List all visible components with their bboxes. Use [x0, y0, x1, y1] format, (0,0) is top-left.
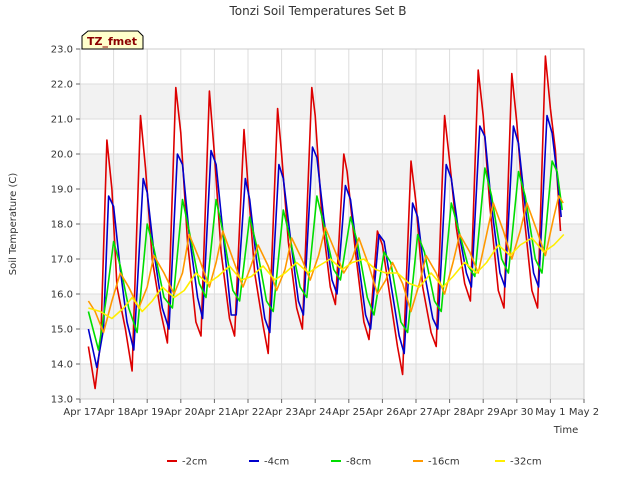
series-line-2cmcm	[87, 55, 562, 390]
x-tick-label: Apr 26	[366, 407, 399, 418]
x-tick-label: May 2	[569, 407, 599, 418]
legend-label: -2cm	[182, 457, 207, 468]
chart-title: Tonzi Soil Temperatures Set B	[229, 4, 407, 18]
series-line-16cmcm	[87, 195, 564, 334]
y-tick-label: 20.0	[51, 150, 73, 161]
series-layer	[87, 55, 565, 390]
y-tick-label: 16.0	[51, 290, 73, 301]
plot-band	[80, 294, 584, 329]
legend-label: -32cm	[510, 457, 542, 468]
x-tick-label: Apr 21	[198, 407, 231, 418]
legend: -2cm -4cm -8cm -16cm -32cm	[167, 457, 542, 468]
x-tick-label: Apr 23	[265, 407, 298, 418]
x-tick-label: Apr 24	[299, 407, 332, 418]
series-line-4cmcm	[87, 114, 562, 369]
y-tick-label: 13.0	[51, 395, 73, 406]
x-tick-label: Apr 25	[332, 407, 365, 418]
x-tick-label: Apr 27	[399, 407, 432, 418]
x-axis-title: Time	[553, 425, 578, 436]
y-tick-label: 18.0	[51, 220, 73, 231]
y-tick-label: 23.0	[51, 45, 73, 56]
x-tick-label: Apr 22	[231, 407, 264, 418]
y-tick-label: 17.0	[51, 255, 73, 266]
y-axis-ticks: 13.0 14.0 15.0 16.0 17.0 18.0 19.0 20.0 21.0 22.0…	[51, 45, 80, 406]
x-tick-label: Apr 30	[500, 407, 533, 418]
legend-label: -16cm	[428, 457, 460, 468]
y-tick-label: 21.0	[51, 115, 73, 126]
x-tick-label: Apr 20	[164, 407, 197, 418]
x-tick-label: Apr 29	[467, 407, 500, 418]
plot-band	[80, 84, 584, 119]
x-tick-label: Apr 19	[131, 407, 164, 418]
plot-band	[80, 154, 584, 189]
y-tick-label: 15.0	[51, 325, 73, 336]
legend-label: -4cm	[264, 457, 289, 468]
x-axis-ticks: Apr 17 Apr 18 Apr 19 Apr 20 Apr 21 Apr 22 Apr …	[63, 399, 599, 418]
y-tick-label: 14.0	[51, 360, 73, 371]
x-tick-label: Apr 18	[97, 407, 130, 418]
badge-shape	[81, 30, 144, 50]
x-tick-label: Apr 17	[63, 407, 96, 418]
y-tick-label: 19.0	[51, 185, 73, 196]
y-tick-label: 22.0	[51, 80, 73, 91]
station-badge: TZ_fmet	[81, 30, 144, 50]
x-tick-label: May 1	[535, 407, 565, 418]
series-line-8cmcm	[87, 160, 563, 351]
x-tick-label: Apr 28	[433, 407, 466, 418]
legend-label: -8cm	[346, 457, 371, 468]
series-line-32cmcm	[88, 233, 565, 320]
plot-band	[80, 364, 584, 399]
badge-label: TZ_fmet	[87, 35, 137, 48]
y-axis-title: Soil Temperature (C)	[8, 173, 19, 276]
